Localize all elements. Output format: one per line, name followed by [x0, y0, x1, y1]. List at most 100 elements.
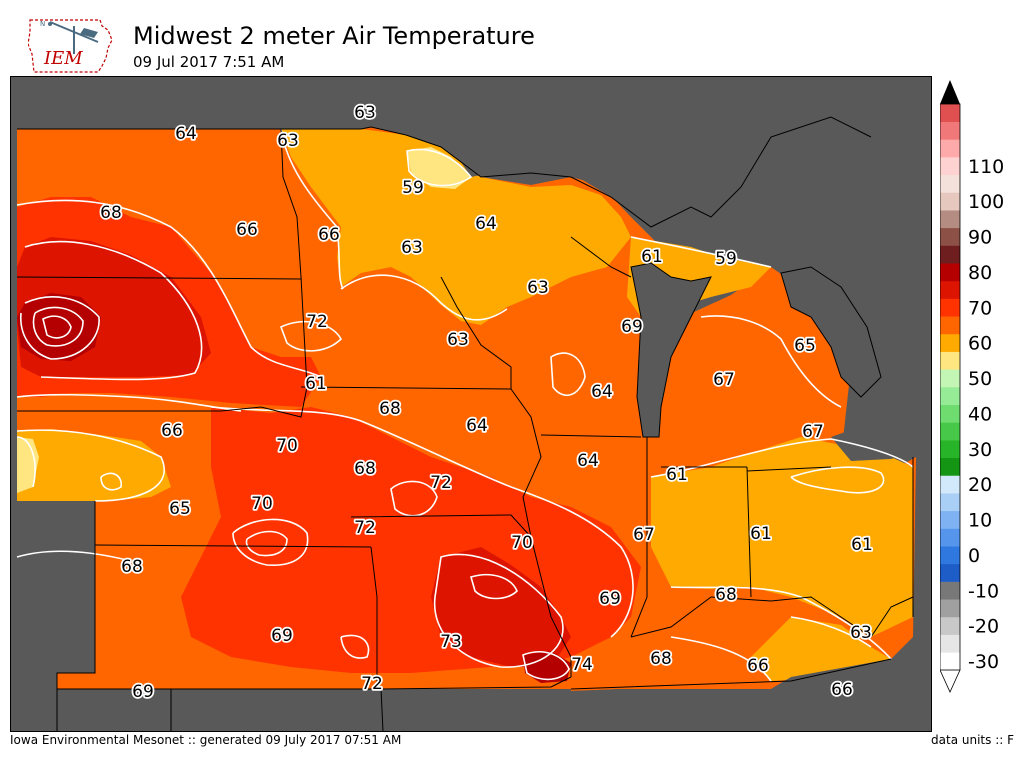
temperature-fill-layer: [17, 127, 916, 691]
outside-north: [11, 77, 361, 129]
contour-line: [24, 240, 203, 381]
colorbar-bin: [940, 192, 960, 211]
zone-55-60-arrowhead: [407, 147, 471, 189]
colorbar-bin: [940, 563, 960, 582]
zone-80-85-core: [17, 293, 101, 361]
colorbar-bin: [940, 139, 960, 158]
contour-label: 63: [447, 330, 469, 350]
contour-label: 68: [715, 585, 737, 605]
ontario-region: [861, 227, 931, 417]
units-label: data units :: F: [931, 733, 1014, 747]
ia-mo-border: [350, 514, 532, 538]
contour-label: 68: [650, 649, 672, 669]
contour-label: 59: [715, 249, 737, 269]
colorbar-bin: [940, 387, 960, 405]
colorbar-bin: [940, 599, 960, 618]
colorbar-tick-label: -10: [968, 580, 999, 602]
contour-line: [700, 315, 842, 408]
contour-label: 68: [121, 557, 143, 577]
colorbar-bin: [940, 546, 960, 565]
colorbar-bin: [940, 369, 960, 388]
contour-label: 72: [361, 674, 383, 694]
colorbar-tick-label: 60: [968, 333, 992, 355]
colorbar-bin: [940, 510, 960, 529]
colorbar-tick-label: 110: [968, 156, 1004, 178]
colorbar-bin: [940, 280, 960, 299]
nd-sd-border: [16, 276, 302, 280]
colorbar-bin: [940, 263, 960, 282]
contour-label: 64: [475, 214, 497, 234]
colorbar-bin: [940, 652, 960, 671]
contour-lines: [16, 128, 914, 682]
contour-line: [790, 616, 872, 648]
contour-label: 67: [633, 525, 655, 545]
wi-mi-up-border: [570, 236, 632, 278]
map-timestamp: 09 Jul 2017 7:51 AM: [133, 53, 285, 71]
contour-line: [670, 636, 772, 682]
canada-border: [17, 126, 407, 136]
map-canvas: 63 64 63 59 68 66 66 63 64 61 59 63 72 6…: [11, 77, 931, 731]
lake-erie: [831, 411, 931, 461]
mi-oh-border: [746, 466, 832, 472]
lake-shore-superior: [405, 116, 872, 228]
colorbar-tick-label: 0: [968, 545, 980, 567]
colorbar-bin: [940, 457, 960, 476]
outside-south-east: [571, 637, 931, 731]
contour-line: [790, 466, 885, 494]
colorbar-bin: [940, 475, 960, 494]
mississippi-river: [530, 536, 572, 677]
contour-label: 72: [354, 518, 376, 538]
ark-texas-border: [380, 688, 384, 731]
colorbar-bin: [940, 351, 960, 370]
contour-line: [280, 128, 344, 290]
colorbar-tick-label: -30: [968, 651, 999, 673]
contour-label: 64: [175, 124, 197, 144]
contour-line: [550, 352, 586, 397]
contour-label: 68: [100, 203, 122, 223]
contour-label: 65: [169, 499, 191, 519]
contour-label: 69: [271, 626, 293, 646]
temperature-colorbar: -30 -20 -10 0 10 20 30 40 50 60 70 80 90 100 110: [939, 80, 1020, 695]
credit-line: Iowa Environmental Mesonet :: generated …: [10, 733, 402, 747]
colorbar-bin: [940, 634, 960, 653]
contour-label: 67: [713, 370, 735, 390]
contour-line: [100, 472, 122, 491]
contour-label: 68: [379, 399, 401, 419]
logo-text: IEM: [44, 48, 83, 69]
contour-label: 66: [161, 421, 183, 441]
contour-label: 61: [641, 247, 663, 267]
contour-label: 64: [591, 382, 613, 402]
contour-label: 61: [305, 374, 327, 394]
colorbar-tick-label: 10: [968, 510, 992, 532]
colorbar-bin: [940, 157, 960, 176]
map-title: Midwest 2 meter Air Temperature: [133, 22, 535, 50]
wv-border: [870, 596, 914, 638]
ks-mo-border: [370, 546, 378, 689]
water-layer: [11, 77, 931, 731]
contour-label: 74: [571, 655, 593, 675]
contour-label: 67: [802, 422, 824, 442]
contour-line: [522, 651, 570, 681]
contour-label: 63: [354, 103, 376, 123]
contour-label: 72: [306, 312, 328, 332]
header: N IEM Midwest 2 meter Air Temperature 09…: [0, 0, 1024, 76]
contour-line: [16, 429, 165, 502]
contour-label: 64: [466, 416, 488, 436]
sd-ne-border: [17, 276, 308, 418]
colorbar-bin: [940, 616, 960, 635]
contour-line: [42, 315, 72, 339]
il-in-border: [630, 437, 648, 638]
contour-line: [16, 550, 132, 562]
zone-60-65-north: [281, 129, 631, 325]
ia-il-border: [510, 388, 542, 538]
contour-label: 66: [747, 656, 769, 676]
colorbar-over-arrow: [940, 80, 960, 104]
nd-mn-border: [280, 128, 302, 278]
contour-label: 66: [236, 220, 258, 240]
lake-huron: [781, 267, 881, 397]
colorbar-bin: [940, 316, 960, 335]
mn-ia-border: [300, 386, 512, 390]
lake-shore-huron: [780, 266, 882, 398]
colorbar-bin: [940, 528, 960, 547]
contour-label: 69: [621, 317, 643, 337]
